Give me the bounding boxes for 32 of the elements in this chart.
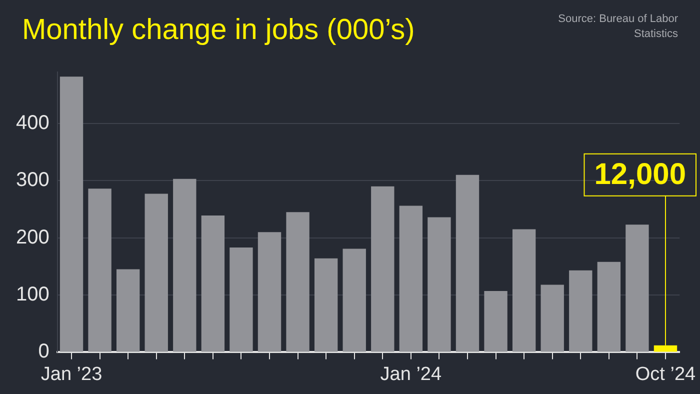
bar (201, 216, 225, 352)
annotation: 12,000 (594, 158, 686, 192)
y-tick-label: 300 (16, 169, 50, 192)
bar (342, 248, 366, 352)
bar (569, 270, 592, 352)
bar (144, 194, 168, 352)
bar (456, 174, 480, 352)
bar (540, 284, 564, 352)
bar (116, 269, 140, 352)
x-tick-label: Jan ’24 (380, 364, 442, 385)
bar (399, 206, 423, 352)
bar (230, 248, 253, 352)
bar (88, 188, 112, 352)
bar (484, 291, 508, 352)
y-tick-label: 0 (38, 340, 50, 363)
chart-title: Monthly change in jobs (000’s) (22, 14, 415, 47)
bar (173, 178, 196, 352)
source-note: Source: Bureau of Labor Statistics (557, 12, 678, 42)
bar (371, 186, 394, 352)
y-tick-label: 200 (16, 226, 50, 248)
bar (314, 258, 338, 352)
bar (512, 229, 536, 352)
y-tick-label: 100 (16, 284, 50, 306)
bar (60, 76, 84, 352)
bar (286, 212, 310, 352)
x-tick-label: Jan ’23 (40, 364, 102, 385)
bar (626, 224, 649, 352)
y-tick-label: 400 (16, 112, 50, 134)
bar (258, 232, 282, 352)
x-tick-label: Oct ’24 (635, 364, 696, 385)
bar (428, 217, 451, 352)
bar (597, 262, 621, 352)
